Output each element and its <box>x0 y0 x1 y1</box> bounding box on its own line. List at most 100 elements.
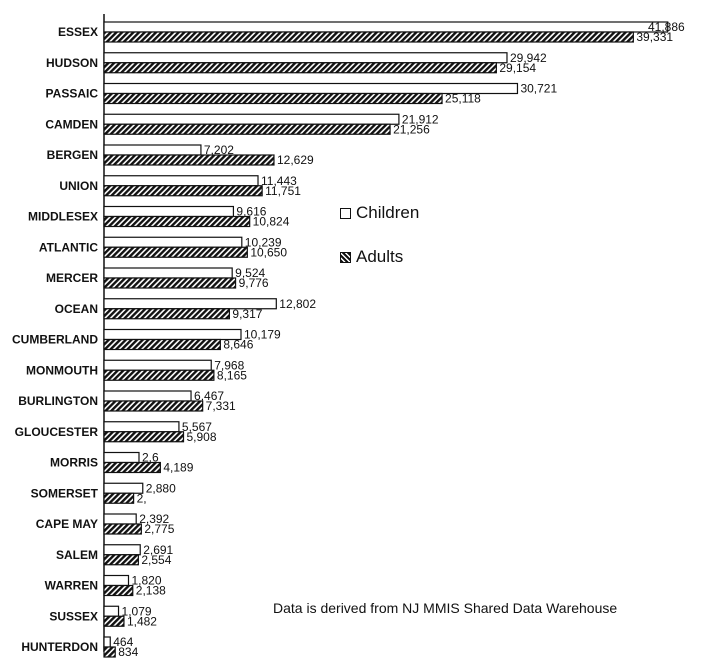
category-label: PASSAIC <box>46 87 99 101</box>
category-label: ATLANTIC <box>39 240 98 254</box>
bar-children <box>103 359 212 371</box>
bar-adults <box>103 400 204 412</box>
data-label-adults: 8,165 <box>217 368 247 382</box>
category-label: MONMOUTH <box>26 363 98 377</box>
data-label-children: 10,179 <box>244 328 281 342</box>
data-label-children: 7,202 <box>204 143 234 157</box>
data-label-children: 9,524 <box>235 266 265 280</box>
bar-adults <box>103 277 237 289</box>
data-label-children: 11,443 <box>261 174 297 188</box>
bar-adults <box>103 185 263 197</box>
data-label-adults: 8,646 <box>223 338 253 352</box>
bar-children <box>103 574 130 587</box>
data-label-children: 29,942 <box>510 51 547 65</box>
category-label: BURLINGTON <box>18 394 98 408</box>
category-label: CAPE MAY <box>36 517 98 531</box>
category-label: MIDDLESEX <box>28 210 98 224</box>
adults-swatch-icon <box>340 251 351 263</box>
data-label-children: 9,616 <box>236 205 266 219</box>
data-label-children: 2,691 <box>143 543 173 557</box>
data-label-children: 12,802 <box>279 297 316 311</box>
bar-adults <box>103 492 135 504</box>
data-label-children: 2,392 <box>139 512 169 526</box>
category-label: SUSSEX <box>49 609 98 623</box>
data-label-children: 21,912 <box>402 112 439 126</box>
data-label-adults: 9,317 <box>232 307 262 321</box>
data-label-adults: 11,751 <box>265 184 301 198</box>
data-label-children: 2,880 <box>146 481 176 495</box>
data-label-adults: 2,138 <box>136 584 166 598</box>
data-label-adults: 21,256 <box>393 122 430 136</box>
category-label: CAMDEN <box>45 117 98 131</box>
bar-adults <box>103 554 139 566</box>
data-label-adults: 834 <box>118 645 138 658</box>
bar-children <box>103 636 111 648</box>
data-label-children: 1,820 <box>131 574 161 588</box>
data-label-adults: 4,189 <box>163 461 193 475</box>
category-label: GLOUCESTER <box>15 425 99 439</box>
bar-adults <box>103 92 443 105</box>
legend-item-adults: Adults <box>340 246 419 268</box>
bar-adults <box>103 369 215 381</box>
bar-children <box>103 52 508 64</box>
data-label-adults: 9,776 <box>239 276 269 290</box>
category-label: HUNTERDON <box>21 640 98 654</box>
bar-children <box>103 421 180 433</box>
category-label: HUDSON <box>46 56 98 70</box>
bar-children <box>103 390 192 402</box>
data-label-adults: 2,775 <box>144 522 174 536</box>
category-label: SALEM <box>56 548 98 562</box>
bar-children <box>103 205 235 218</box>
bar-adults <box>103 338 221 351</box>
category-label: MERCER <box>46 271 98 285</box>
data-label-children: 10,239 <box>245 235 282 249</box>
bar-adults <box>103 123 391 135</box>
data-label-adults: 10,650 <box>250 245 287 259</box>
category-label: SOMERSET <box>31 486 99 500</box>
legend-item-children: Children <box>340 202 419 224</box>
category-label: UNION <box>59 179 98 193</box>
bar-adults <box>103 461 161 474</box>
bar-adults <box>103 62 497 74</box>
bar-children <box>103 513 137 525</box>
legend-adults-label: Adults <box>356 247 404 266</box>
bar-adults <box>103 584 134 597</box>
bar-children <box>103 236 243 248</box>
bar-children <box>103 605 120 617</box>
data-label-adults: 7,331 <box>206 399 236 413</box>
legend: Children Adults <box>340 202 419 290</box>
data-label-children: 1,079 <box>122 604 152 618</box>
bar-children <box>103 21 669 33</box>
data-source-note: Data is derived from NJ MMIS Shared Data… <box>273 600 618 616</box>
data-label-children: 464 <box>113 635 133 649</box>
bar-children <box>103 267 233 279</box>
data-label-adults: 1,482 <box>127 614 157 628</box>
bar-children <box>103 451 140 464</box>
children-swatch-icon <box>340 207 351 219</box>
bar-adults <box>103 523 142 535</box>
bar-adults <box>103 431 185 443</box>
bar-adults <box>103 308 230 320</box>
data-label-adults: 12,629 <box>277 153 314 167</box>
data-label-children: 30,721 <box>520 82 557 96</box>
bar-children <box>103 113 400 125</box>
data-label-children: 6,467 <box>194 389 224 403</box>
data-label-adults: 2,554 <box>141 553 171 567</box>
bar-adults <box>103 154 275 166</box>
data-label-children: 5,567 <box>182 420 212 434</box>
data-label-adults: 2, <box>137 491 147 505</box>
data-label-children: 41,886 <box>648 20 685 34</box>
bar-children <box>103 175 259 187</box>
bar-children <box>103 144 202 156</box>
data-label-adults: 39,331 <box>636 30 673 44</box>
legend-children-label: Children <box>356 203 420 222</box>
category-label: CUMBERLAND <box>12 333 98 347</box>
bar-adults <box>103 215 251 228</box>
data-label-adults: 10,824 <box>253 215 290 229</box>
bar-children <box>103 328 242 341</box>
category-label: OCEAN <box>55 302 98 316</box>
category-label: ESSEX <box>58 25 98 39</box>
data-label-adults: 5,908 <box>187 430 217 444</box>
category-label: BERGEN <box>47 148 98 162</box>
